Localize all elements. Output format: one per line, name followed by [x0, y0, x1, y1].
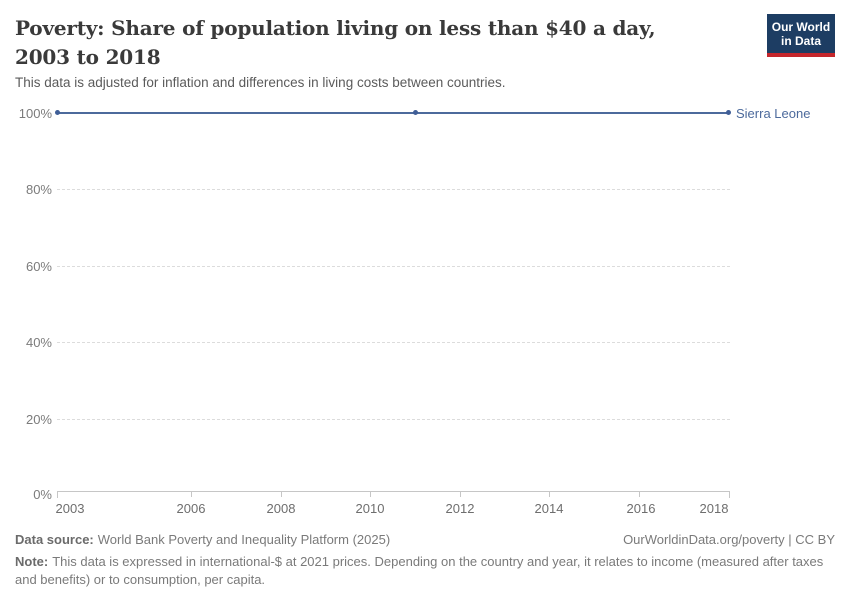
- attribution-link[interactable]: OurWorldinData.org/poverty | CC BY: [623, 532, 835, 547]
- y-tick-label-0: 0%: [33, 487, 52, 502]
- y-tick-label-80: 80%: [25, 182, 52, 197]
- gridline-20: [57, 419, 730, 420]
- data-point-2003: [55, 110, 60, 115]
- gridline-40: [57, 342, 730, 343]
- y-tick-label-20: 20%: [25, 412, 52, 427]
- gridline-80: [57, 189, 730, 190]
- footer-source-row: Data source: World Bank Poverty and Inequ…: [15, 532, 835, 547]
- gridline-60: [57, 266, 730, 267]
- y-tick-label-100: 100%: [18, 106, 52, 121]
- x-tick-label-2012: 2012: [445, 501, 475, 516]
- data-point-2011: [413, 110, 418, 115]
- x-tick-label-2010: 2010: [355, 501, 385, 516]
- x-tick-label-2018: 2018: [699, 501, 729, 516]
- x-tick-label-2016: 2016: [626, 501, 656, 516]
- page-title: Poverty: Share of population living on l…: [15, 16, 656, 69]
- data-source-text: World Bank Poverty and Inequality Platfo…: [97, 532, 391, 547]
- series-line-sierra-leone: [57, 112, 729, 114]
- owid-logo-line2: in Data: [780, 34, 821, 48]
- data-source-label: Data source:: [15, 532, 94, 547]
- note-label: Note:: [15, 554, 49, 569]
- axis-tick-2010: [370, 492, 371, 497]
- owid-logo-line1: Our World: [771, 20, 831, 34]
- axis-tick-2008: [281, 492, 282, 497]
- series-label-sierra-leone: Sierra Leone: [736, 106, 811, 121]
- chart-subtitle: This data is adjusted for inflation and …: [15, 75, 506, 90]
- axis-tick-2006: [191, 492, 192, 497]
- data-source: Data source: World Bank Poverty and Inequ…: [15, 532, 390, 547]
- owid-logo: Our World in Data: [767, 14, 835, 57]
- data-point-2018: [726, 110, 731, 115]
- x-axis-line: [57, 491, 730, 492]
- y-tick-label-40: 40%: [25, 335, 52, 350]
- x-tick-label-2008: 2008: [266, 501, 296, 516]
- x-tick-label-2003: 2003: [55, 501, 85, 516]
- footer-note: Note: This data is expressed in internati…: [15, 553, 832, 589]
- note-text: This data is expressed in international-…: [15, 554, 824, 587]
- axis-tick-2018: [729, 492, 730, 498]
- y-tick-label-60: 60%: [25, 259, 52, 274]
- x-tick-label-2006: 2006: [176, 501, 206, 516]
- axis-tick-2012: [460, 492, 461, 497]
- x-tick-label-2014: 2014: [534, 501, 564, 516]
- axis-tick-2016: [639, 492, 640, 497]
- axis-tick-2014: [549, 492, 550, 497]
- axis-tick-2003: [57, 492, 58, 498]
